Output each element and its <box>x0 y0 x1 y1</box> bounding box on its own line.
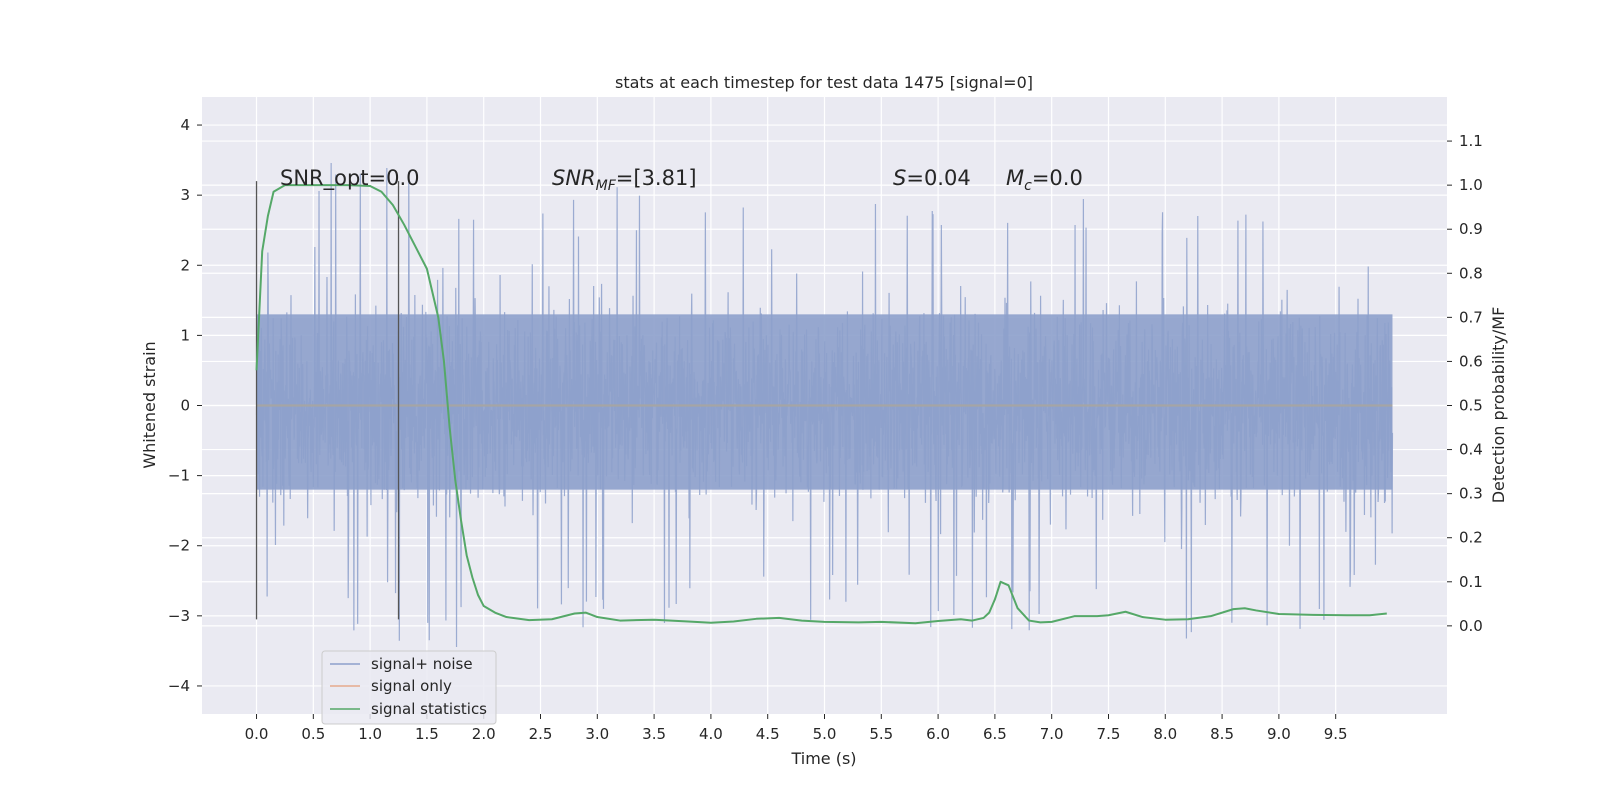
legend-label-signal-plus-noise: signal+ noise <box>371 655 473 673</box>
mc-symbol: M <box>1006 166 1024 190</box>
x-tick-label: 1.5 <box>415 725 439 743</box>
y-tick-label: −4 <box>168 677 190 695</box>
x-tick-label: 5.0 <box>813 725 837 743</box>
legend: signal+ noise signal only signal statist… <box>321 650 497 725</box>
snr-mf-subscript: MF <box>596 178 617 194</box>
legend-box <box>321 650 497 725</box>
x-tick-label: 1.0 <box>358 725 382 743</box>
y2-tick-label: 0.4 <box>1459 441 1483 459</box>
y2-tick-label: 0.8 <box>1459 264 1483 282</box>
annotation-snr-opt: SNR_opt=0.0 <box>280 166 420 191</box>
y2-tick-label: 0.6 <box>1459 352 1483 370</box>
y2-tick-label: 1.1 <box>1459 132 1483 150</box>
x-tick-label: 0.5 <box>301 725 325 743</box>
x-tick-label: 6.5 <box>983 725 1007 743</box>
y-tick-label: 0 <box>180 397 190 415</box>
x-tick-label: 9.5 <box>1324 725 1348 743</box>
x-tick-label: 8.0 <box>1153 725 1177 743</box>
y2-tick-label: 0.1 <box>1459 573 1483 591</box>
x-tick-label: 2.5 <box>529 725 553 743</box>
snr-mf-value: =[3.81] <box>616 166 697 190</box>
y-tick-label: −3 <box>168 607 190 625</box>
signal-plus-noise-series <box>255 162 1394 648</box>
x-tick-label: 5.5 <box>869 725 893 743</box>
x-tick-label: 8.5 <box>1210 725 1234 743</box>
y2-tick-label: 0.7 <box>1459 308 1483 326</box>
x-tick-label: 7.0 <box>1040 725 1064 743</box>
y2-tick-label: 0.3 <box>1459 485 1483 503</box>
x-tick-label: 3.0 <box>585 725 609 743</box>
y2-tick-label: 0.5 <box>1459 397 1483 415</box>
y-axis-label: Whitened strain <box>140 341 159 468</box>
x-axis-label: Time (s) <box>790 749 856 768</box>
x-tick-label: 3.5 <box>642 725 666 743</box>
y2-tick-label: 0.0 <box>1459 617 1483 635</box>
x-tick-label: 4.0 <box>699 725 723 743</box>
annotation-s: S=0.04 <box>893 166 971 190</box>
signal-statistics-line <box>255 184 1387 625</box>
annotation-mc: Mc=0.0 <box>1006 166 1083 194</box>
y-tick-label: 2 <box>180 256 190 274</box>
y2-axis-label: Detection probability/MF <box>1489 307 1508 504</box>
x-tick-label: 4.5 <box>756 725 780 743</box>
y-tick-label: 4 <box>180 116 190 134</box>
signal-plus-noise-dense-band <box>256 314 1393 490</box>
x-tick-label: 2.0 <box>472 725 496 743</box>
mc-value: =0.0 <box>1032 166 1083 190</box>
annotation-snr-mf: SNRMF=[3.81] <box>552 166 697 194</box>
snr-mf-symbol: SNR <box>552 166 596 190</box>
y2-tick-label: 1.0 <box>1459 176 1483 194</box>
s-value: =0.04 <box>906 166 970 190</box>
legend-label-signal-only: signal only <box>371 677 452 695</box>
x-tick-label: 7.5 <box>1097 725 1121 743</box>
x-tick-label: 0.0 <box>245 725 269 743</box>
x-tick-label: 9.0 <box>1267 725 1291 743</box>
y2-tick-label: 0.9 <box>1459 220 1483 238</box>
mc-subscript: c <box>1024 178 1032 194</box>
y2-tick-label: 0.2 <box>1459 529 1483 547</box>
y-tick-label: 3 <box>180 186 190 204</box>
legend-label-signal-statistics: signal statistics <box>371 700 487 718</box>
tick-labels: 0.0 0.5 1.0 1.5 2.0 2.5 3.0 3.5 4.0 4.5 5.0 5.5 6.0 6… <box>168 116 1483 743</box>
s-symbol: S <box>893 166 906 190</box>
y-tick-label: −1 <box>168 467 190 485</box>
signal-statistics-series <box>255 184 1387 625</box>
y-tick-label: −2 <box>168 537 190 555</box>
x-tick-label: 6.0 <box>926 725 950 743</box>
marker-lines <box>255 181 400 620</box>
y-tick-label: 1 <box>180 326 190 344</box>
chart-title: stats at each timestep for test data 147… <box>615 73 1033 92</box>
